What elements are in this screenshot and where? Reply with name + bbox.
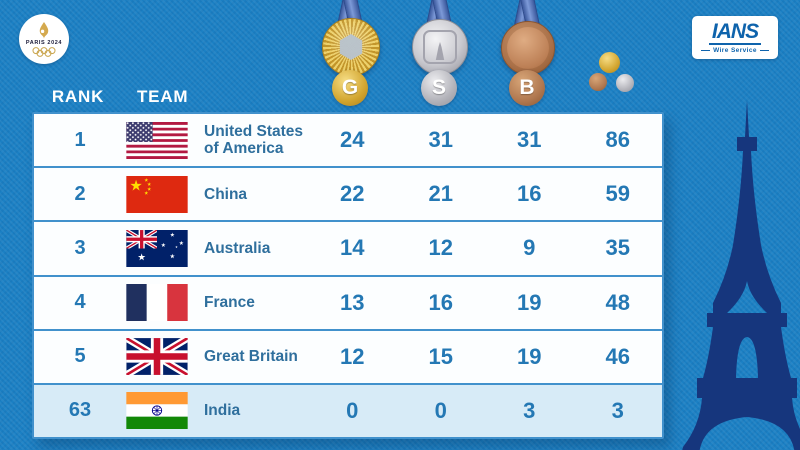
total-count: 59 (605, 181, 630, 207)
medal-table: 1 United States of America 24 31 31 86 2 (32, 112, 664, 439)
flag-china-icon (126, 175, 198, 213)
eiffel-tower-silhouette (682, 100, 800, 450)
silver-count: 31 (428, 127, 453, 153)
flag-great-britain-icon (126, 338, 198, 375)
gold-count: 22 (340, 181, 365, 207)
flag-france-icon (126, 284, 198, 322)
dash-decor (701, 49, 711, 52)
team-name: France (204, 293, 255, 311)
rank-value: 2 (74, 182, 86, 205)
rank-value: 5 (74, 345, 86, 368)
ians-logo: IANS Wire Service (692, 16, 778, 59)
silver-count: 21 (428, 181, 453, 207)
ians-logo-tagline: Wire Service (701, 47, 769, 54)
bronze-mini-medal-icon (589, 73, 607, 91)
paris-flame-icon (39, 21, 49, 39)
team-name: United States of America (204, 122, 304, 158)
team-name: Great Britain (204, 348, 298, 366)
bronze-count: 19 (517, 289, 542, 315)
team-name: India (204, 402, 241, 420)
table-row-australia: 3 Australia 14 12 9 (34, 220, 662, 275)
table-row-france: 4 France 13 16 19 48 (34, 274, 662, 329)
table-row-china: 2 China 22 21 16 59 (34, 166, 662, 221)
bronze-column-badge: B (509, 70, 545, 106)
dash-decor (759, 49, 769, 52)
flag-india-icon (126, 392, 198, 430)
bronze-count: 3 (523, 397, 536, 423)
silver-count: 15 (428, 343, 453, 369)
silver-count: 16 (428, 289, 453, 315)
bronze-count: 16 (517, 181, 542, 207)
flag-usa-icon (126, 121, 198, 159)
gold-count: 0 (346, 397, 359, 423)
total-medals-icon (588, 52, 634, 94)
olympic-rings-icon (32, 46, 56, 57)
gold-medal-icon (322, 18, 380, 76)
gold-mini-medal-icon (599, 52, 620, 73)
ians-logo-name: IANS (708, 21, 762, 45)
total-count: 3 (611, 397, 624, 423)
gold-count: 13 (340, 289, 365, 315)
table-row-usa: 1 United States of America 24 31 31 86 (34, 114, 662, 167)
silver-column-badge: S (421, 70, 457, 106)
rank-value: 3 (74, 236, 86, 259)
total-count: 86 (605, 127, 630, 153)
team-name: Australia (204, 239, 271, 257)
paris-2024-logo: PARIS 2024 (19, 14, 69, 64)
bronze-count: 31 (517, 127, 542, 153)
team-column-header: TEAM (137, 87, 189, 106)
gold-count: 14 (340, 235, 365, 261)
total-count: 46 (605, 343, 630, 369)
rank-value: 1 (74, 128, 86, 151)
silver-count: 12 (428, 235, 453, 261)
silver-mini-medal-icon (616, 74, 634, 92)
table-row-india: 63 India 0 0 3 (34, 382, 662, 438)
team-name: China (204, 185, 248, 203)
total-count: 35 (605, 235, 630, 261)
rank-value: 63 (68, 399, 92, 422)
silver-count: 0 (434, 397, 447, 423)
bronze-medal-icon (501, 21, 555, 75)
table-row-great-britain: 5 Great Britain 12 15 19 46 (34, 328, 662, 383)
rank-value: 4 (74, 291, 86, 314)
silver-medal-icon (412, 19, 468, 75)
bronze-count: 19 (517, 343, 542, 369)
rank-column-header: RANK (51, 87, 105, 106)
bronze-count: 9 (523, 235, 536, 261)
gold-count: 12 (340, 343, 365, 369)
total-count: 48 (605, 289, 630, 315)
gold-column-badge: G (332, 70, 368, 106)
paris-logo-title: PARIS 2024 (25, 39, 63, 46)
gold-count: 24 (340, 127, 365, 153)
flag-australia-icon (126, 229, 198, 267)
